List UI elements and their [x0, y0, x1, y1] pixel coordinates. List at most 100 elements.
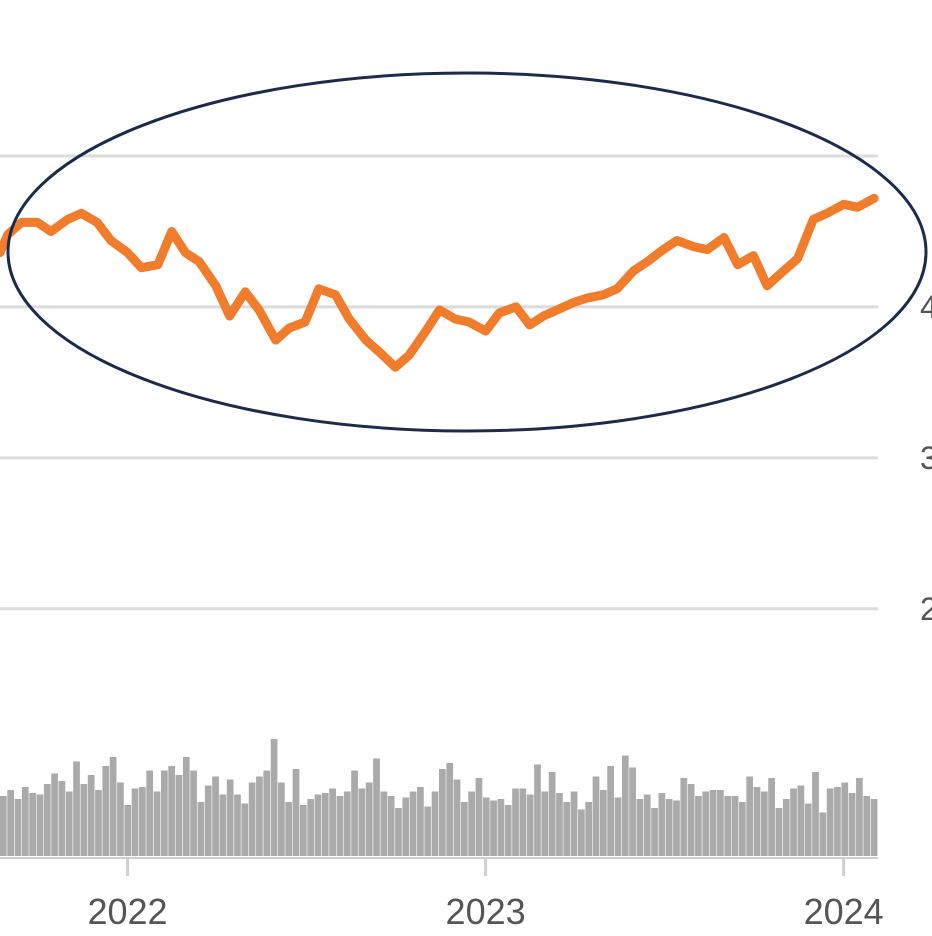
volume-bar	[197, 802, 205, 856]
volume-bar	[475, 778, 483, 856]
volume-bar	[168, 766, 175, 856]
volume-bar	[570, 791, 578, 856]
volume-bar	[292, 769, 300, 856]
volume-bar	[446, 763, 454, 856]
volume-bar	[578, 809, 585, 856]
volume-bar	[497, 799, 505, 856]
volume-bar	[636, 799, 644, 856]
volume-bar	[424, 806, 432, 856]
volume-bar	[65, 791, 73, 856]
volume-bar	[812, 772, 819, 856]
volume-bar	[695, 796, 702, 856]
volume-bar	[607, 766, 614, 856]
x-tick-label: 2023	[446, 891, 526, 932]
volume-bar	[329, 788, 336, 856]
volume-bar	[29, 793, 36, 856]
volume-bar	[534, 764, 541, 856]
volume-bar	[95, 790, 102, 856]
volume-bar	[490, 800, 497, 856]
volume-bar	[614, 797, 622, 856]
volume-bar	[731, 796, 739, 856]
volume-bar	[21, 787, 29, 856]
volume-bar	[826, 788, 834, 856]
volume-bar	[0, 796, 7, 856]
volume-bar	[182, 757, 190, 856]
volume-bar	[724, 796, 732, 856]
volume-bar	[278, 782, 285, 856]
volume-bar	[658, 793, 666, 856]
price-line	[0, 193, 879, 372]
volume-bar	[856, 778, 863, 856]
volume-bar	[131, 788, 139, 856]
volume-bar	[504, 805, 512, 856]
volume-bar	[848, 793, 856, 856]
volume-bar	[7, 790, 15, 856]
volume-bar	[387, 796, 395, 856]
volume-bar	[395, 808, 402, 856]
volume-bar	[146, 770, 154, 856]
volume-bar	[541, 791, 549, 856]
volume-bar	[746, 776, 754, 856]
volume-bar	[402, 797, 410, 856]
volume-bar	[124, 805, 132, 856]
volume-bar	[175, 775, 183, 856]
y-axis-ticks: 4 3 2	[920, 289, 932, 627]
volume-bar	[160, 770, 168, 856]
volume-bar	[782, 799, 790, 856]
x-tick-label: 2024	[804, 891, 884, 932]
volume-bar	[153, 791, 161, 856]
volume-bar	[863, 796, 871, 856]
volume-bar	[380, 791, 388, 856]
volume-bar	[314, 794, 322, 856]
volume-bar	[226, 779, 234, 856]
volume-bar	[512, 788, 519, 856]
volume-bar	[43, 784, 51, 856]
volume-bar	[775, 808, 783, 856]
volume-bars	[0, 739, 878, 856]
y-tick-label: 4	[920, 289, 932, 325]
volume-bar	[256, 776, 263, 856]
grid-lines	[0, 154, 878, 611]
volume-bar	[665, 799, 673, 856]
volume-bar	[453, 779, 461, 856]
volume-bar	[409, 791, 417, 856]
volume-bar	[526, 794, 534, 856]
volume-bar	[321, 793, 329, 856]
volume-bar	[753, 787, 761, 856]
volume-bar	[673, 800, 680, 856]
volume-bar	[270, 739, 278, 856]
volume-bar	[585, 802, 593, 856]
volume-bar	[768, 778, 775, 856]
volume-bar	[804, 803, 812, 856]
volume-bar	[417, 787, 424, 856]
volume-bar	[482, 797, 490, 856]
x-tick-label: 2022	[87, 891, 167, 932]
volume-bar	[621, 755, 629, 856]
volume-bar	[717, 790, 724, 856]
volume-bar	[834, 787, 841, 856]
volume-bar	[139, 787, 146, 856]
volume-bar	[14, 799, 22, 856]
volume-bar	[651, 808, 658, 856]
volume-bar	[760, 791, 768, 856]
volume-bar	[556, 793, 563, 856]
volume-bar	[365, 782, 373, 856]
volume-bar	[241, 803, 249, 856]
volume-bar	[629, 767, 636, 856]
volume-bar	[599, 790, 607, 856]
volume-bar	[358, 788, 366, 856]
volume-bar	[109, 757, 117, 856]
volume-bar	[343, 791, 351, 856]
volume-bar	[234, 794, 241, 856]
volume-bar	[460, 802, 468, 856]
volume-bar	[548, 772, 556, 856]
volume-bar	[204, 785, 212, 856]
volume-bar	[248, 782, 256, 856]
volume-bar	[870, 799, 878, 856]
volume-bar	[190, 770, 197, 856]
x-axis-ticks: 2022 2023 2024	[87, 858, 884, 932]
volume-bar	[285, 802, 293, 856]
volume-bar	[51, 773, 58, 856]
volume-bar	[592, 776, 600, 856]
volume-bar	[431, 791, 439, 856]
